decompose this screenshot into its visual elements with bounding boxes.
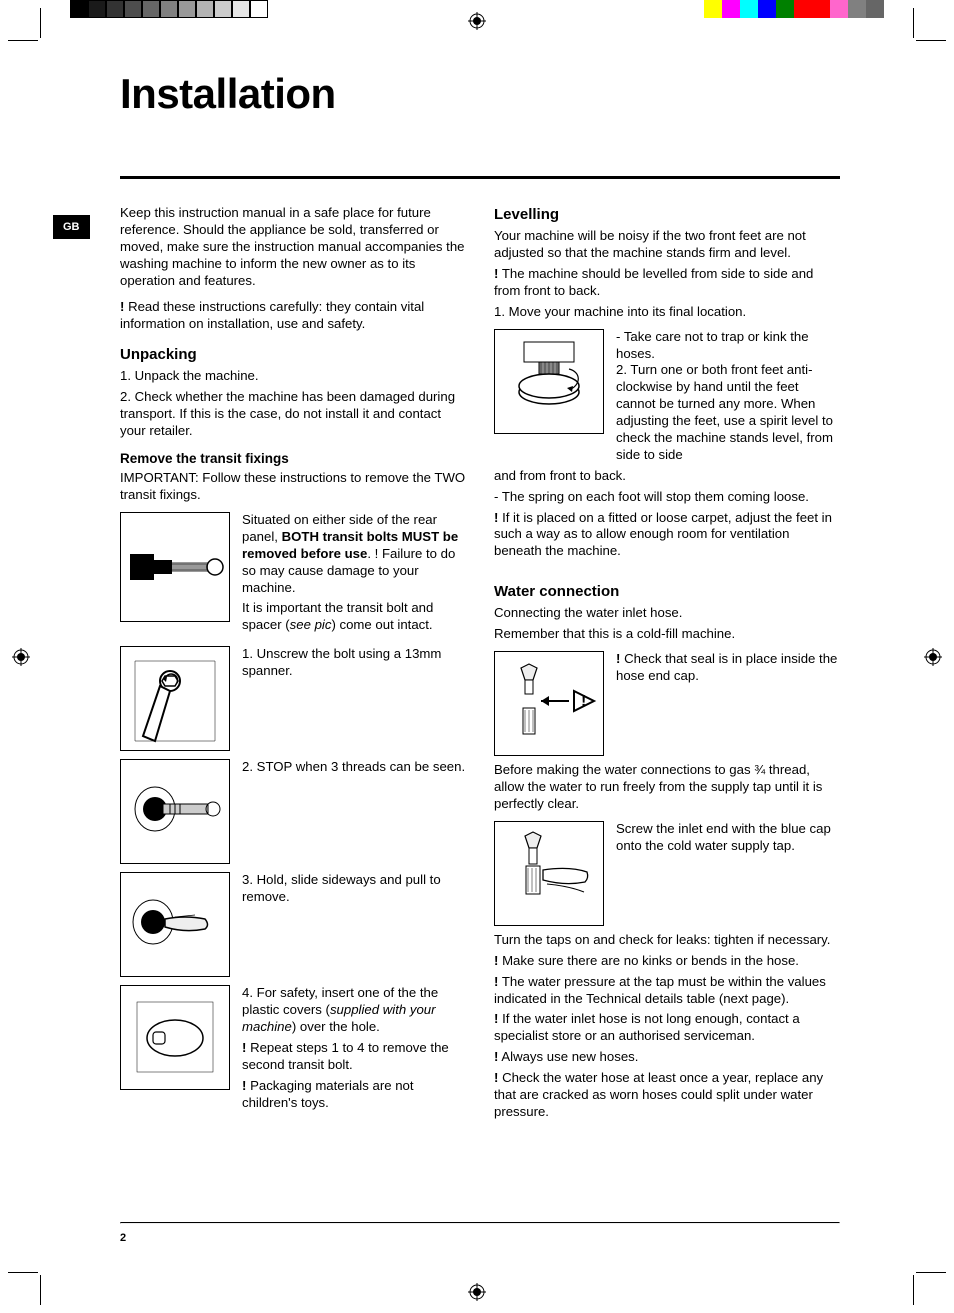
fixings-intro: IMPORTANT: Follow these instructions to … (120, 470, 466, 504)
water-text: Remember that this is a cold-fill machin… (494, 626, 840, 643)
step-text: 4. For safety, insert one of the the pla… (242, 985, 466, 1115)
registration-mark-icon (12, 648, 30, 666)
hose-seal-figure-icon: ! (494, 651, 604, 756)
step-text: 2. STOP when 3 threads can be seen. (242, 759, 466, 776)
fixings-heading: Remove the transit fixings (120, 450, 466, 467)
unpacking-heading: Unpacking (120, 345, 466, 364)
level-step: 1. Move your machine into its final loca… (494, 304, 840, 321)
hose-screw-figure-icon (494, 821, 604, 926)
intro-text: Keep this instruction manual in a safe p… (120, 205, 466, 289)
intro-warning: ! Read these instructions carefully: the… (120, 299, 466, 333)
footer-rule (120, 1222, 840, 1224)
level-text: - The spring on each foot will stop them… (494, 489, 840, 506)
left-column: Keep this instruction manual in a safe p… (120, 205, 466, 1125)
cover-figure-icon (120, 985, 230, 1090)
level-side-text: - Take care not to trap or kink the hose… (616, 329, 840, 464)
svg-text:!: ! (581, 693, 586, 710)
step-text: 1. Unscrew the bolt using a 13mm spanner… (242, 646, 466, 680)
registration-mark-icon (468, 12, 486, 30)
level-warning: ! The machine should be levelled from si… (494, 266, 840, 300)
water-side-text: ! Check that seal is in place inside the… (616, 651, 840, 685)
unpack-step: 1. Unpack the machine. (120, 368, 466, 385)
color-swatch-bar (704, 0, 884, 18)
language-tab: GB (53, 215, 90, 239)
level-text: Your machine will be noisy if the two fr… (494, 228, 840, 262)
remove-figure-icon (120, 872, 230, 977)
water-heading: Water connection (494, 582, 840, 601)
page-number: 2 (120, 1232, 126, 1244)
levelling-heading: Levelling (494, 205, 840, 224)
foot-figure-icon (494, 329, 604, 434)
page-content: Installation Keep this instruction manua… (120, 70, 840, 1125)
water-warning: ! Always use new hoses. (494, 1049, 840, 1066)
title-rule (120, 176, 840, 179)
water-text: Connecting the water inlet hose. (494, 605, 840, 622)
water-warning: ! The water pressure at the tap must be … (494, 974, 840, 1008)
water-text: Turn the taps on and check for leaks: ti… (494, 932, 840, 949)
bolt-figure-icon (120, 512, 230, 622)
water-warning: ! If the water inlet hose is not long en… (494, 1011, 840, 1045)
level-warning: ! If it is placed on a fitted or loose c… (494, 510, 840, 561)
threads-figure-icon (120, 759, 230, 864)
water-side-text: Screw the inlet end with the blue cap on… (616, 821, 840, 855)
page-title: Installation (120, 70, 840, 118)
registration-mark-icon (468, 1283, 486, 1301)
level-text: and from front to back. (494, 468, 840, 485)
registration-mark-icon (924, 648, 942, 666)
fixings-text: Situated on either side of the rear pane… (242, 512, 466, 638)
water-warning: ! Check the water hose at least once a y… (494, 1070, 840, 1121)
step-text: 3. Hold, slide sideways and pull to remo… (242, 872, 466, 906)
water-text: Before making the water connections to g… (494, 762, 840, 813)
right-column: Levelling Your machine will be noisy if … (494, 205, 840, 1125)
gray-swatch-bar (70, 0, 268, 18)
unpack-step: 2. Check whether the machine has been da… (120, 389, 466, 440)
water-warning: ! Make sure there are no kinks or bends … (494, 953, 840, 970)
spanner-figure-icon (120, 646, 230, 751)
